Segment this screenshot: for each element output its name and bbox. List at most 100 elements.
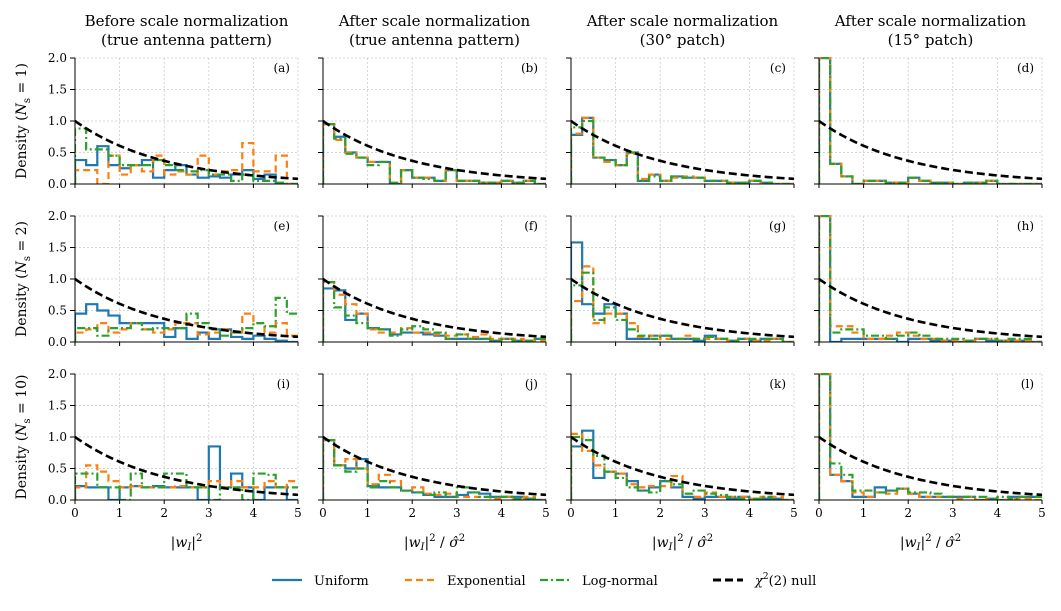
histogram-group xyxy=(819,215,1042,342)
x-tick-label: 3 xyxy=(205,506,213,520)
x-tick-label: 1 xyxy=(116,506,124,520)
panel-label: (h) xyxy=(1017,219,1034,233)
column-title-line: (true antenna pattern) xyxy=(349,31,520,49)
column-title-line: After scale normalization xyxy=(586,12,779,30)
histogram-log-normal xyxy=(323,123,546,184)
y-tick-label: 1.5 xyxy=(48,241,67,255)
panel-label: (b) xyxy=(521,61,538,75)
y-tick-label: 0.0 xyxy=(48,335,67,349)
null-curve xyxy=(323,277,546,339)
y-tick-label: 0.0 xyxy=(48,177,67,191)
panel: (g) xyxy=(566,215,795,346)
x-tick-label: 5 xyxy=(1038,506,1046,520)
y-tick-label: 0.5 xyxy=(48,146,67,160)
null-curve xyxy=(571,119,794,181)
histogram-exponential xyxy=(323,281,546,342)
histogram-log-normal xyxy=(323,281,546,342)
histogram-uniform xyxy=(571,241,794,342)
x-tick-label: 3 xyxy=(701,506,709,520)
histogram-log-normal xyxy=(571,271,794,342)
column-title-line: After scale normalization xyxy=(338,12,531,30)
y-tick-label: 1.5 xyxy=(48,399,67,413)
panel: 0.0 0.5 1.0 1.5 2.0 (e) xyxy=(48,209,299,349)
x-tick-label: 1 xyxy=(364,506,372,520)
panel: (h) xyxy=(814,215,1043,346)
x-tick-label: 1 xyxy=(860,506,868,520)
histogram-group xyxy=(819,57,1042,184)
x-tick-label: 4 xyxy=(498,506,506,520)
x-tick-label: 0 xyxy=(567,506,575,520)
histogram-exponential xyxy=(323,123,546,184)
histogram-log-normal xyxy=(75,296,298,342)
row-label: Density (Ns = 10) xyxy=(14,375,33,500)
null-curve xyxy=(819,119,1042,181)
x-axis-label: |wI|2 / σ̂2 xyxy=(652,533,713,553)
histogram-group xyxy=(571,241,794,342)
panel-label: (l) xyxy=(1021,377,1034,391)
histogram-group xyxy=(75,277,298,342)
histogram-log-normal xyxy=(819,373,1042,500)
x-tick-label: 2 xyxy=(160,506,168,520)
histogram-uniform xyxy=(571,116,794,184)
column-title-line: (30° patch) xyxy=(640,31,726,49)
null-curve xyxy=(323,435,546,497)
panel: (f) xyxy=(318,215,547,346)
histogram-log-normal xyxy=(323,439,546,500)
legend: Uniform Exponential Log-normal χ2(2) null xyxy=(272,572,816,589)
null-curve xyxy=(571,435,794,497)
row-label: Density (Ns = 1) xyxy=(14,63,33,179)
panel: (b) xyxy=(318,57,547,188)
x-tick-label: 3 xyxy=(453,506,461,520)
legend-label: Uniform xyxy=(314,574,369,589)
row-label: Density (Ns = 2) xyxy=(14,221,33,337)
histogram-exponential xyxy=(571,432,794,500)
panel-label: (c) xyxy=(770,61,786,75)
panel: 0 1 2 3 4 5 (j) xyxy=(318,373,550,520)
y-tick-label: 1.0 xyxy=(48,430,67,444)
x-tick-label: 1 xyxy=(612,506,620,520)
null-curve xyxy=(75,435,298,497)
histogram-group xyxy=(323,435,546,500)
x-tick-label: 5 xyxy=(294,506,302,520)
histogram-log-normal xyxy=(819,57,1042,184)
panel: (d) xyxy=(814,57,1043,188)
legend-label: Log-normal xyxy=(582,574,658,589)
y-tick-label: 0.0 xyxy=(48,493,67,507)
column-title-line: After scale normalization xyxy=(834,12,1027,30)
y-tick-label: 1.0 xyxy=(48,114,67,128)
column-title-line: Before scale normalization xyxy=(85,12,289,30)
histogram-exponential xyxy=(571,116,794,184)
x-tick-label: 5 xyxy=(790,506,798,520)
legend-label: χ2(2) null xyxy=(754,572,816,589)
histogram-log-normal xyxy=(75,472,298,500)
y-tick-label: 1.5 xyxy=(48,83,67,97)
histogram-group xyxy=(323,119,546,184)
histogram-group xyxy=(571,116,794,184)
histogram-log-normal xyxy=(819,215,1042,342)
panel: 0.0 0.5 1.0 1.5 2.0 (a) xyxy=(48,51,299,191)
panel: 0 1 2 3 4 5 (l) xyxy=(814,373,1046,520)
x-tick-label: 4 xyxy=(250,506,258,520)
x-axis-label: |wI|2 / σ̂2 xyxy=(900,533,961,553)
legend-label: Exponential xyxy=(447,574,526,589)
null-curve xyxy=(819,435,1042,497)
panel: 0 1 2 3 4 5 (k) xyxy=(566,373,798,520)
y-tick-label: 2.0 xyxy=(48,51,67,65)
panel-label: (e) xyxy=(274,219,290,233)
x-tick-label: 2 xyxy=(904,506,912,520)
histogram-log-normal xyxy=(571,119,794,184)
histogram-group xyxy=(571,429,794,500)
histogram-uniform xyxy=(75,445,298,500)
x-tick-label: 3 xyxy=(949,506,957,520)
panel-label: (a) xyxy=(273,61,290,75)
histogram-exponential xyxy=(323,439,546,500)
y-tick-label: 2.0 xyxy=(48,367,67,381)
y-tick-label: 1.0 xyxy=(48,272,67,286)
histogram-group xyxy=(75,435,298,500)
histogram-group xyxy=(323,277,546,342)
x-tick-label: 0 xyxy=(71,506,79,520)
null-curve xyxy=(571,277,794,339)
panel-label: (d) xyxy=(1017,61,1034,75)
panel: (c) xyxy=(566,57,795,188)
